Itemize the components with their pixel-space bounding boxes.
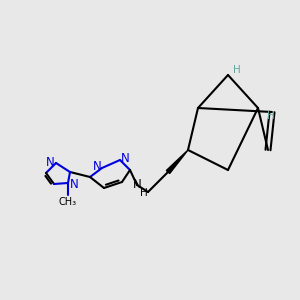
Text: H: H	[233, 65, 241, 75]
Text: CH₃: CH₃	[59, 197, 77, 207]
Text: N: N	[70, 178, 78, 191]
Text: N: N	[133, 178, 141, 191]
Text: H: H	[140, 188, 148, 198]
Text: N: N	[46, 155, 54, 169]
Text: N: N	[121, 152, 129, 166]
Text: N: N	[93, 160, 101, 173]
Text: H: H	[267, 111, 275, 121]
Polygon shape	[166, 150, 188, 173]
